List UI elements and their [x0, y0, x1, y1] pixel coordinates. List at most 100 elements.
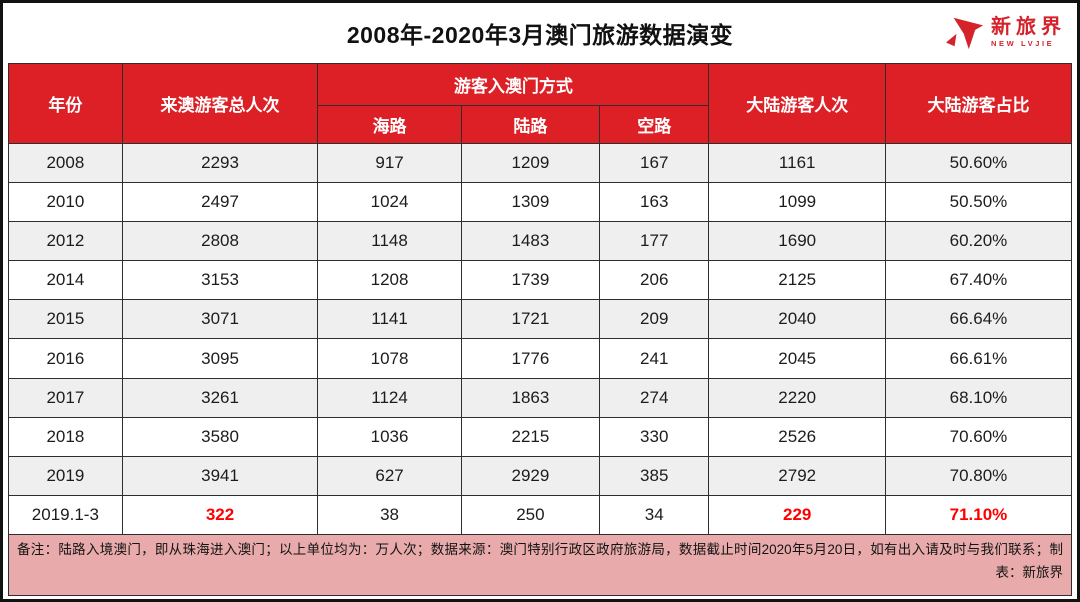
cell-land: 250 [460, 494, 601, 536]
arrow-logo-icon [944, 13, 986, 51]
header-mainland-share: 大陆游客占比 [884, 63, 1073, 144]
header-year: 年份 [8, 63, 123, 144]
header-mainland-visitors: 大陆游客人次 [708, 63, 886, 144]
cell-total: 3095 [121, 338, 319, 379]
cell-air: 206 [598, 260, 710, 301]
cell-land: 1863 [460, 377, 601, 418]
cell-mainland: 1099 [708, 182, 886, 223]
header-total-visitors: 来澳游客总人次 [121, 63, 319, 144]
cell-total: 3071 [121, 299, 319, 340]
cell-mainland: 1690 [708, 221, 886, 262]
cell-total: 3261 [121, 377, 319, 418]
cell-year: 2016 [8, 338, 123, 379]
header-row-sub: 海路 陆路 空路 [9, 105, 1072, 144]
cell-sea: 1208 [317, 260, 462, 301]
cell-total: 2497 [121, 182, 319, 223]
cell-total: 2808 [121, 221, 319, 262]
table-header: 年份 来澳游客总人次 游客入澳门方式 大陆游客人次 大陆游客占比 海路 陆路 空… [8, 63, 1073, 144]
cell-sea: 627 [317, 455, 462, 496]
logo-subtitle: NEW LVJIE [991, 38, 1055, 48]
cell-mainland: 2526 [708, 416, 886, 457]
cell-year: 2019.1-3 [8, 494, 123, 536]
cell-share: 60.20% [884, 221, 1073, 262]
cell-mainland: 2220 [708, 377, 886, 418]
cell-year: 2014 [8, 260, 123, 301]
cell-sea: 1078 [317, 338, 462, 379]
cell-air: 209 [598, 299, 710, 340]
cell-share: 71.10% [884, 494, 1073, 536]
cell-air: 274 [598, 377, 710, 418]
table-row: 2016 3095 1078 1776 241 2045 66.61% [8, 338, 1073, 379]
cell-sea: 1148 [317, 221, 462, 262]
new-lvjie-logo: 新旅界 NEW LVJIE [944, 13, 1066, 51]
cell-sea: 1141 [317, 299, 462, 340]
cell-land: 1209 [460, 142, 601, 184]
cell-mainland: 2125 [708, 260, 886, 301]
cell-share: 70.80% [884, 455, 1073, 496]
cell-air: 167 [598, 142, 710, 184]
cell-air: 241 [598, 338, 710, 379]
cell-land: 1483 [460, 221, 601, 262]
cell-air: 330 [598, 416, 710, 457]
table-row: 2008 2293 917 1209 167 1161 50.60% [8, 142, 1073, 184]
table-row: 2010 2497 1024 1309 163 1099 50.50% [8, 182, 1073, 223]
cell-mainland: 1161 [708, 142, 886, 184]
cell-share: 50.60% [884, 142, 1073, 184]
cell-sea: 917 [317, 142, 462, 184]
cell-total: 3153 [121, 260, 319, 301]
cell-air: 385 [598, 455, 710, 496]
cell-total: 2293 [121, 142, 319, 184]
cell-share: 67.40% [884, 260, 1073, 301]
title-bar: 2008年-2020年3月澳门旅游数据演变 新旅界 NEW LVJIE [8, 3, 1072, 63]
cell-sea: 1124 [317, 377, 462, 418]
table-row: 2017 3261 1124 1863 274 2220 68.10% [8, 377, 1073, 418]
cell-year: 2008 [8, 142, 123, 184]
cell-sea: 1024 [317, 182, 462, 223]
page-title: 2008年-2020年3月澳门旅游数据演变 [346, 22, 734, 48]
cell-year: 2017 [8, 377, 123, 418]
cell-land: 1739 [460, 260, 601, 301]
cell-share: 66.61% [884, 338, 1073, 379]
footnote-row: 备注：陆路入境澳门，即从珠海进入澳门；以上单位均为：万人次；数据来源：澳门特别行… [8, 534, 1072, 596]
header-entry-mode-group: 游客入澳门方式 [317, 63, 710, 106]
table-row: 2019 3941 627 2929 385 2792 70.80% [8, 455, 1073, 496]
header-row-group: 年份 来澳游客总人次 游客入澳门方式 大陆游客人次 大陆游客占比 [8, 63, 1073, 144]
table-footer: 备注：陆路入境澳门，即从珠海进入澳门；以上单位均为：万人次；数据来源：澳门特别行… [8, 534, 1072, 596]
cell-sea: 1036 [317, 416, 462, 457]
cell-land: 1776 [460, 338, 601, 379]
cell-total: 3941 [121, 455, 319, 496]
cell-share: 50.50% [884, 182, 1073, 223]
cell-year: 2019 [8, 455, 123, 496]
table-row: 2014 3153 1208 1739 206 2125 67.40% [8, 260, 1073, 301]
cell-land: 2929 [460, 455, 601, 496]
cell-air: 177 [598, 221, 710, 262]
table-row: 2018 3580 1036 2215 330 2526 70.60% [8, 416, 1073, 457]
cell-mainland: 2040 [708, 299, 886, 340]
cell-share: 68.10% [884, 377, 1073, 418]
cell-year: 2010 [8, 182, 123, 223]
cell-land: 1309 [460, 182, 601, 223]
table-row-highlight: 2019.1-3 322 38 250 34 229 71.10% [8, 494, 1073, 536]
tourism-data-table: 年份 来澳游客总人次 游客入澳门方式 大陆游客人次 大陆游客占比 海路 陆路 空… [8, 63, 1073, 596]
cell-year: 2015 [8, 299, 123, 340]
cell-total: 3580 [121, 416, 319, 457]
cell-mainland: 229 [708, 494, 886, 536]
table-row: 2012 2808 1148 1483 177 1690 60.20% [8, 221, 1073, 262]
table-row: 2015 3071 1141 1721 209 2040 66.64% [8, 299, 1073, 340]
cell-year: 2012 [8, 221, 123, 262]
footnote-text: 备注：陆路入境澳门，即从珠海进入澳门；以上单位均为：万人次；数据来源：澳门特别行… [8, 534, 1072, 596]
cell-year: 2018 [8, 416, 123, 457]
logo-name: 新旅界 [991, 15, 1066, 38]
cell-share: 66.64% [884, 299, 1073, 340]
header-sea-route: 海路 [317, 105, 462, 144]
cell-air: 34 [598, 494, 710, 536]
cell-land: 1721 [460, 299, 601, 340]
logo-text-block: 新旅界 NEW LVJIE [991, 17, 1066, 48]
cell-mainland: 2792 [708, 455, 886, 496]
cell-total: 322 [121, 494, 319, 536]
cell-air: 163 [598, 182, 710, 223]
header-land-route: 陆路 [460, 105, 601, 144]
table-body: 2008 2293 917 1209 167 1161 50.60% 2010 … [8, 142, 1073, 536]
cell-land: 2215 [460, 416, 601, 457]
